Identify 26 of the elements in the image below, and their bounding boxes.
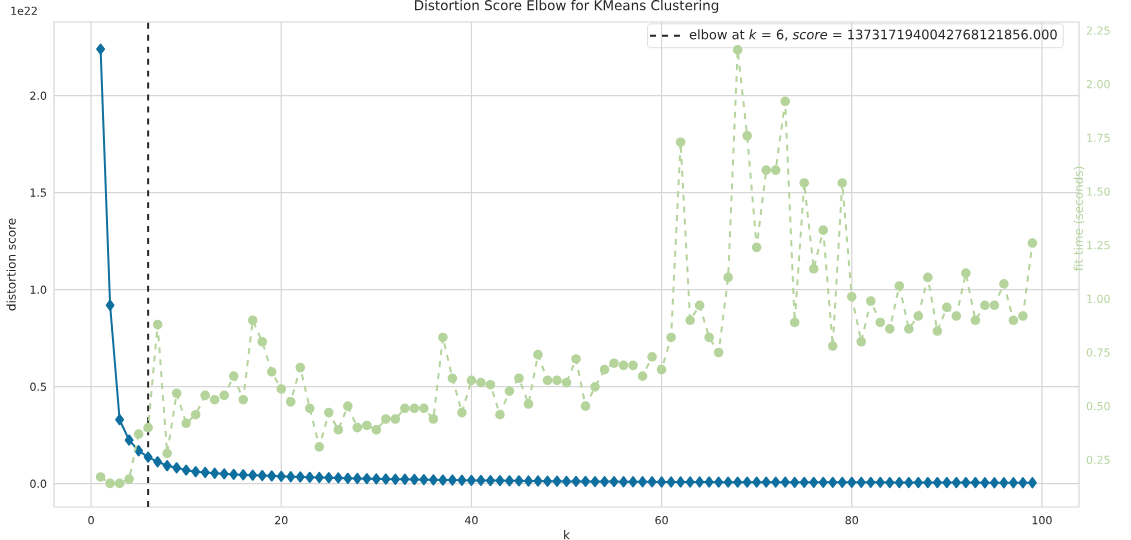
y2-tick-label: 1.50 [1087,187,1110,196]
y2-tick-label: 2.00 [1086,80,1110,89]
y-tick-label: 1.0 [30,285,47,294]
x-tick-label: 20 [275,516,288,525]
x-tick-label: 80 [845,516,859,525]
y2-axis-title: fit time (seconds) [1073,166,1085,271]
y2-tick-label: 1.75 [1087,133,1110,142]
y-tick-label: 0.0 [30,479,47,488]
x-tick-label: 60 [655,516,668,525]
ref-line-label: elbow at k = 6, score = 1373171940042768121856.000 [689,29,1057,41]
y2-tick-label: 2.25 [1086,26,1110,35]
y2-tick-label: 0.25 [1086,455,1110,464]
y2-tick-label: 0.75 [1086,348,1110,357]
y-tick-label: 1.5 [30,188,46,197]
x-tick-label: 40 [464,516,478,525]
y-tick-label: 2.0 [30,91,47,100]
x-axis-title: k [564,530,570,540]
text: 1e22 [11,6,37,15]
chart-title: Distortion Score Elbow for KMeans Clustering [415,0,719,13]
y2-tick-label: 1.00 [1087,294,1110,303]
x-tick-label: 100 [1032,516,1052,525]
y-axis-title: distortion score [6,218,16,311]
x-tick-label: 0 [88,516,94,525]
y2-tick-label: 1.25 [1087,241,1110,250]
y2-tick-label: 0.50 [1086,401,1110,411]
y-tick-label: 0.5 [30,382,46,391]
